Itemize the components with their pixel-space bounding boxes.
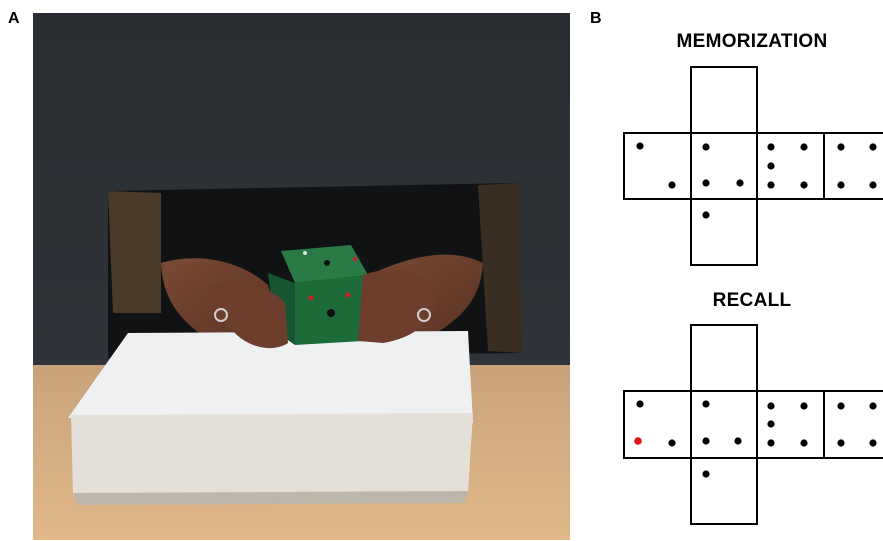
dot: [767, 181, 775, 189]
dot: [869, 143, 877, 151]
memorization-title: MEMORIZATION: [676, 31, 828, 52]
dot: [702, 179, 710, 187]
dot: [869, 181, 877, 189]
dot: [702, 437, 710, 445]
panel-a-label: A: [8, 10, 20, 27]
face-left: [623, 132, 692, 200]
dot: [800, 402, 808, 410]
dot: [869, 439, 877, 447]
face-bottom: [690, 457, 758, 525]
panel-b-label: B: [590, 10, 602, 27]
left-hand: [207, 283, 288, 349]
dot: [636, 142, 644, 150]
face-top: [690, 324, 758, 392]
dot: [736, 179, 744, 187]
memorization-dots: [636, 142, 877, 219]
dot: [767, 402, 775, 410]
dot: [800, 143, 808, 151]
dot: [702, 400, 710, 408]
paper-sheet: [68, 331, 473, 423]
recall-title: RECALL: [712, 290, 792, 311]
face-back: [823, 390, 883, 459]
face-front: [690, 390, 758, 459]
dot: [702, 470, 710, 478]
dot: [668, 439, 676, 447]
recall-dots: [634, 400, 877, 478]
dot: [702, 143, 710, 151]
face-back: [823, 132, 883, 200]
dot: [767, 143, 775, 151]
dot: [734, 437, 742, 445]
memorization-cube-net: [623, 66, 883, 266]
dot: [837, 181, 845, 189]
dot: [800, 439, 808, 447]
dot: [636, 400, 644, 408]
dot: [702, 211, 710, 219]
face-bottom: [690, 198, 758, 266]
dot: [837, 439, 845, 447]
dot: [869, 402, 877, 410]
dot: [800, 181, 808, 189]
dot: [837, 402, 845, 410]
recall-cube-net: [623, 324, 883, 525]
face-left: [623, 390, 692, 459]
right-hand: [358, 269, 435, 343]
highlighted-red-dot: [634, 437, 642, 445]
face-right: [756, 390, 825, 459]
dot: [767, 162, 775, 170]
dot: [767, 420, 775, 428]
face-front: [690, 132, 758, 200]
experiment-photo: [33, 13, 570, 540]
white-box: [71, 413, 473, 495]
dot: [837, 143, 845, 151]
face-top: [690, 66, 758, 134]
face-right: [756, 132, 825, 200]
dot: [767, 439, 775, 447]
dot: [668, 181, 676, 189]
